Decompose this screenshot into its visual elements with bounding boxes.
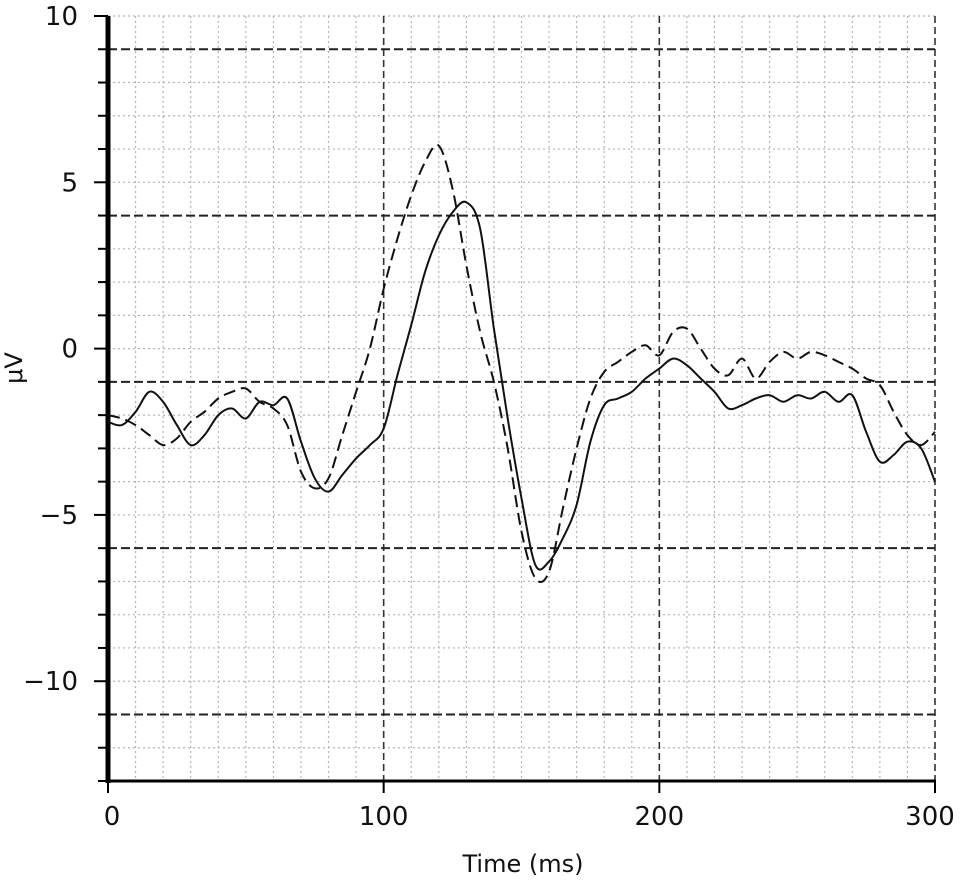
- x-ticks: 0 100 200 300: [104, 781, 955, 832]
- y-tick-label: 0: [61, 335, 78, 365]
- reference-lines: [108, 48, 935, 716]
- major-grid: [382, 16, 936, 781]
- y-tick-label: −5: [40, 501, 78, 531]
- axes: [105, 16, 936, 783]
- series-line-dashed: [107, 143, 936, 583]
- x-tick-label: 0: [104, 802, 121, 832]
- x-tick-label: 300: [905, 802, 955, 832]
- series-layer: [107, 143, 936, 583]
- y-ticks: 10 5 0 −5 −10: [23, 2, 108, 782]
- y-tick-label: 5: [61, 168, 78, 198]
- series-line-solid: [107, 200, 936, 571]
- y-tick-label: 10: [45, 2, 78, 32]
- y-axis-title: μV: [0, 352, 28, 384]
- x-tick-label: 200: [635, 802, 685, 832]
- x-axis-title: Time (ms): [462, 850, 584, 878]
- x-tick-label: 100: [359, 802, 409, 832]
- y-tick-label: −10: [23, 667, 78, 697]
